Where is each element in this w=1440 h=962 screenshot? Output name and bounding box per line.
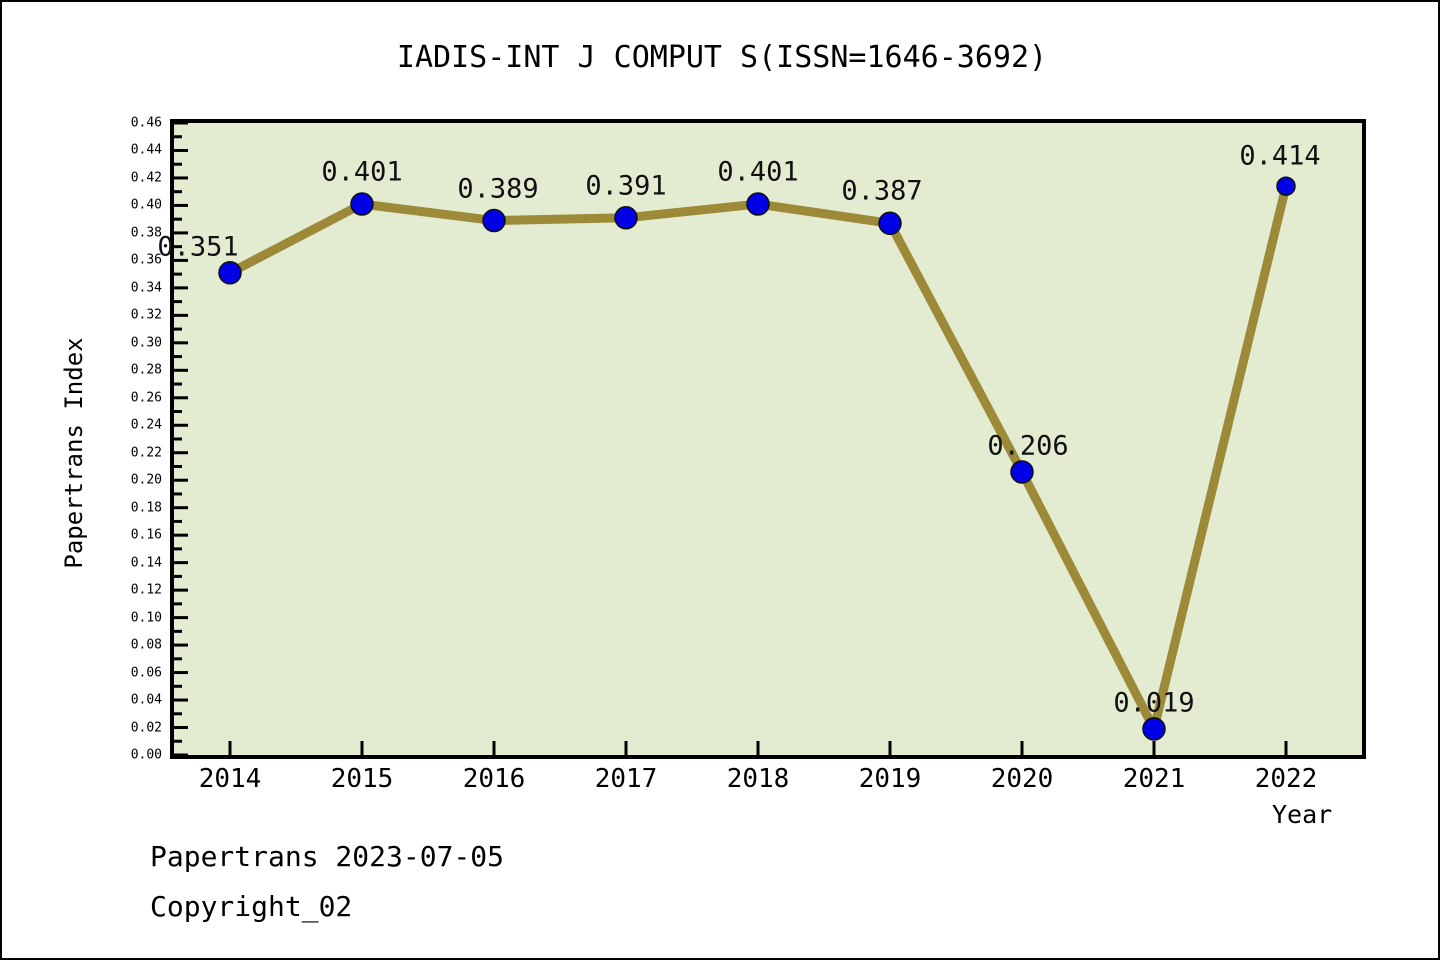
y-tick-label: 0.02 <box>130 720 162 736</box>
y-tick-label: 0.42 <box>130 170 162 186</box>
y-tick-label: 0.14 <box>130 555 162 571</box>
y-tick-label: 0.38 <box>130 225 162 241</box>
footer-copyright: Copyright_02 <box>150 890 353 923</box>
y-tick-label: 0.12 <box>130 582 162 598</box>
data-point-label: 0.391 <box>585 170 667 202</box>
y-tick-label: 0.08 <box>130 637 162 653</box>
y-tick-label: 0.10 <box>130 610 162 626</box>
x-tick-label: 2021 <box>1122 764 1186 794</box>
x-tick-label: 2019 <box>858 764 922 794</box>
y-tick-label: 0.46 <box>130 115 162 131</box>
y-tick-label: 0.22 <box>130 445 162 461</box>
x-tick-label: 2014 <box>198 764 262 794</box>
y-tick-label: 0.36 <box>130 252 162 268</box>
y-tick-label: 0.32 <box>130 307 162 323</box>
data-point-label: 0.019 <box>1113 687 1195 719</box>
y-tick-label: 0.16 <box>130 527 162 543</box>
y-tick-label: 0.34 <box>130 280 162 296</box>
y-tick-label: 0.40 <box>130 197 162 213</box>
data-point-label: 0.387 <box>841 175 923 207</box>
y-tick-label: 0.44 <box>130 142 162 158</box>
y-tick-label: 0.18 <box>130 500 162 516</box>
footer-credit: Papertrans 2023-07-05 <box>150 840 505 873</box>
y-tick-label: 0.06 <box>130 665 162 681</box>
x-tick-label: 2017 <box>594 764 658 794</box>
plot-area <box>170 119 1366 759</box>
y-tick-label: 0.24 <box>130 417 162 433</box>
page-title: IADIS-INT J COMPUT S(ISSN=1646-3692) <box>396 40 1048 75</box>
x-tick-label: 2015 <box>330 764 394 794</box>
y-axis-label: Papertrans Index <box>60 337 88 569</box>
data-point-label: 0.389 <box>457 173 539 205</box>
y-tick-label: 0.30 <box>130 335 162 351</box>
y-tick-label: 0.26 <box>130 390 162 406</box>
data-point-label: 0.351 <box>157 231 239 263</box>
y-tick-label: 0.00 <box>130 747 162 763</box>
x-tick-label: 2016 <box>462 764 526 794</box>
data-point-label: 0.414 <box>1239 140 1321 172</box>
x-tick-label: 2022 <box>1254 764 1318 794</box>
x-tick-label: 2020 <box>990 764 1054 794</box>
data-point-label: 0.206 <box>987 430 1069 462</box>
x-tick-label: 2018 <box>726 764 790 794</box>
data-point-label: 0.401 <box>717 156 799 188</box>
data-point-label: 0.401 <box>321 156 403 188</box>
y-tick-label: 0.20 <box>130 472 162 488</box>
y-tick-label: 0.28 <box>130 362 162 378</box>
y-tick-label: 0.04 <box>130 692 162 708</box>
x-axis-label: Year <box>1272 800 1333 829</box>
